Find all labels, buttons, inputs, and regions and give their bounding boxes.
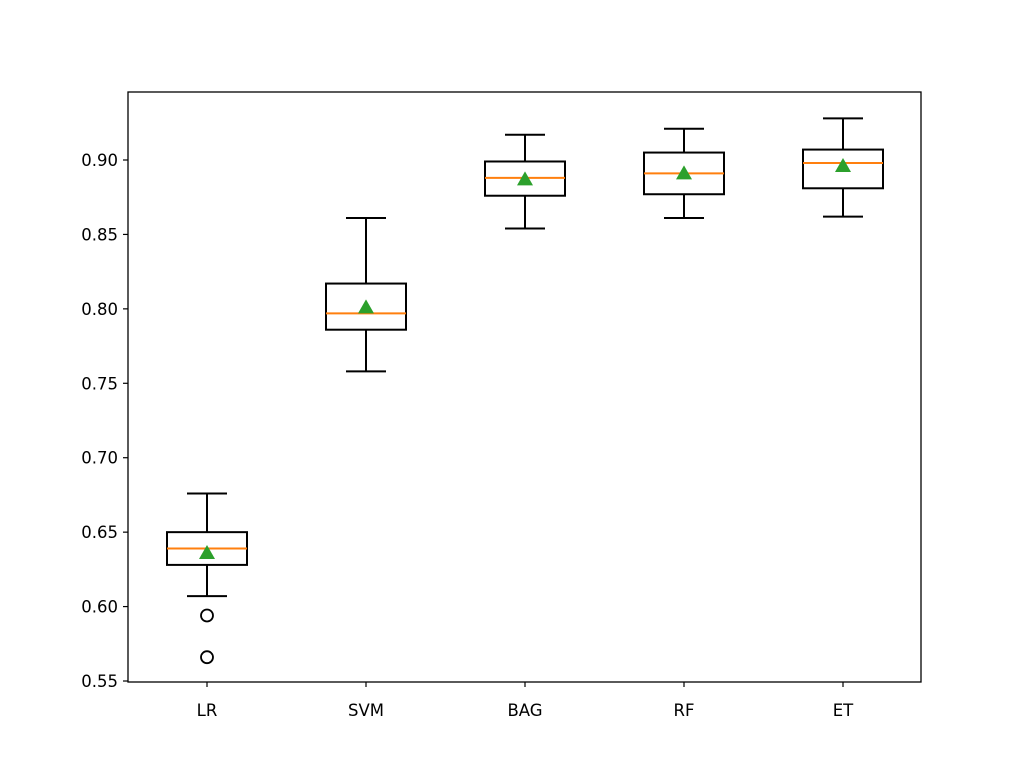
- mean-marker-icon: [835, 157, 851, 172]
- y-tick-label: 0.55: [81, 672, 118, 691]
- y-tick-label: 0.70: [81, 449, 118, 468]
- x-tick-label: ET: [833, 701, 854, 720]
- mean-marker-icon: [676, 165, 692, 180]
- plot-area: [166, 117, 884, 665]
- y-axis: 0.55 0.60 0.65 0.70 0.75 0.80 0.85 0.90: [81, 151, 128, 691]
- box-rf: [643, 127, 725, 220]
- x-tick-label: SVM: [348, 701, 384, 720]
- outlier-point: [200, 608, 214, 623]
- iqr-box: [325, 282, 407, 331]
- x-axis: LR SVM BAG RF ET: [197, 682, 854, 720]
- box-lr: [166, 492, 248, 665]
- mean-marker-icon: [358, 299, 374, 314]
- y-tick-label: 0.85: [81, 225, 118, 244]
- iqr-box: [802, 148, 884, 190]
- mean-marker-icon: [199, 544, 215, 559]
- mean-marker-icon: [517, 171, 533, 186]
- y-tick-label: 0.80: [81, 300, 118, 319]
- x-tick-label: LR: [197, 701, 218, 720]
- box-svm: [325, 217, 407, 373]
- y-tick-label: 0.75: [81, 374, 118, 393]
- y-tick-label: 0.90: [81, 151, 118, 170]
- box-bag: [484, 133, 566, 230]
- box-et: [802, 117, 884, 218]
- outlier-point: [200, 650, 214, 665]
- y-tick-label: 0.65: [81, 523, 118, 542]
- y-tick-label: 0.60: [81, 598, 118, 617]
- x-tick-label: BAG: [507, 701, 542, 720]
- x-tick-label: RF: [674, 701, 695, 720]
